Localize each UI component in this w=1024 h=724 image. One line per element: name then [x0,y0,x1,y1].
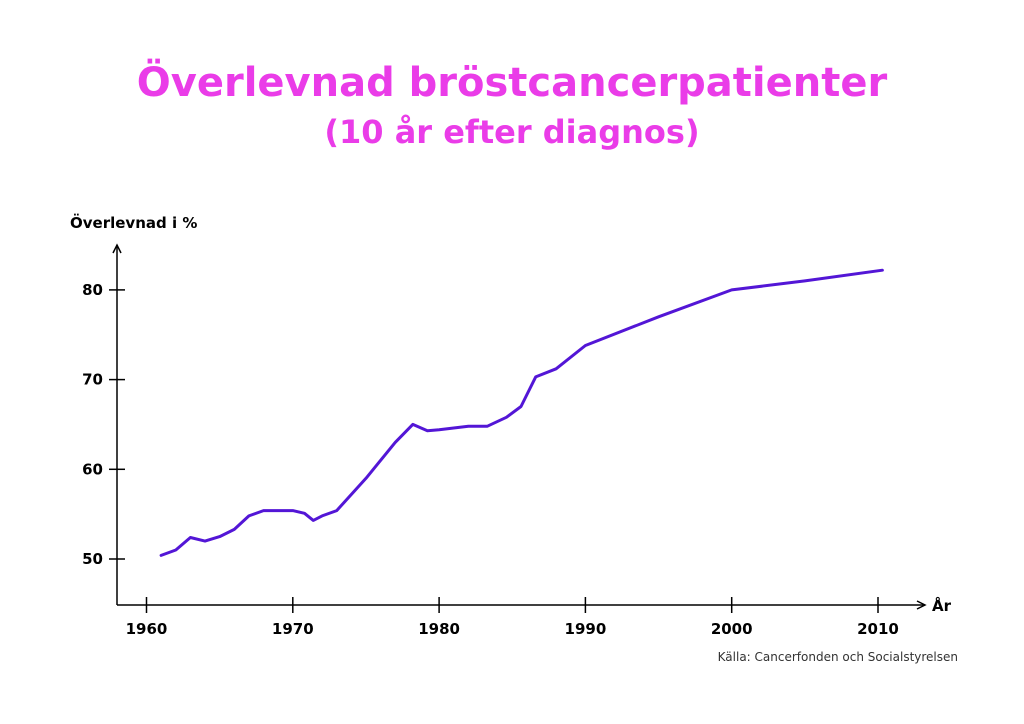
y-axis-arrow [112,243,122,254]
series-line [159,268,884,557]
x-axis-label: År [932,596,952,615]
series [159,268,884,557]
x-tick-label: 1960 [126,620,168,638]
x-axis-arrow [916,600,927,610]
x-tick-label: 1980 [418,620,460,638]
x-tick-label: 2010 [857,620,899,638]
ticks: 50 60 70 80 1960 1970 1980 1990 2000 2010 [82,281,899,638]
y-tick-label: 80 [82,281,103,299]
x-tick-label: 1990 [565,620,607,638]
y-tick-label: 50 [82,550,103,568]
axes [112,243,927,610]
source-note: Källa: Cancerfonden och Socialstyrelsen [718,650,958,664]
y-tick-label: 70 [82,371,103,389]
x-tick-label: 1970 [272,620,314,638]
y-tick-label: 60 [82,460,103,478]
y-axis-label: Överlevnad i % [70,213,197,232]
chart-subtitle: (10 år efter diagnos) [324,113,700,151]
x-tick-label: 2000 [711,620,753,638]
chart-title: Överlevnad bröstcancerpatienter [136,60,888,106]
